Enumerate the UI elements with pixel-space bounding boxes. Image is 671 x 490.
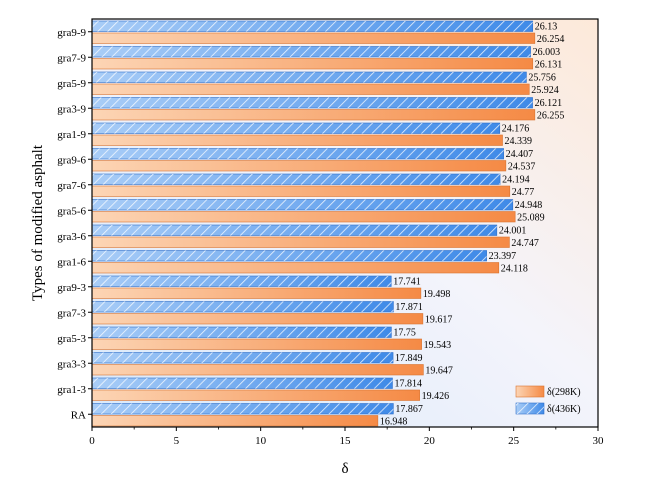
x-tick-label-20: 20 [424,435,436,447]
x-tick-label-10: 10 [255,435,267,447]
bar-298k-gra7-3 [91,313,424,325]
bar-436k-hatch-gra3-9 [92,97,533,108]
value-label-436k-gra9-9: 26.13 [535,22,558,33]
value-label-298k-gra3-6: 24.747 [511,238,539,249]
bar-298k-gra9-3 [91,287,422,299]
category-label-gra9-6: gra9-6 [57,154,86,166]
legend-swatch-436k-hatch [516,403,544,414]
value-label-436k-gra3-9: 26.121 [535,98,563,109]
bar-436k-hatch-gra1-9 [92,123,500,134]
bar-436k-hatch-gra1-3 [92,378,393,389]
category-label-gra7-9: gra7-9 [57,52,86,64]
category-label-gra5-6: gra5-6 [57,205,86,217]
legend-label-298k: δ(298K) [547,387,581,398]
value-label-436k-gra5-9: 25.756 [528,73,556,84]
value-label-298k-gra5-3: 19.543 [424,340,452,351]
category-label-RA: RA [71,409,86,421]
bar-436k-hatch-gra9-9 [92,21,533,32]
value-label-298k-gra9-9: 26.254 [537,34,565,45]
bar-436k-hatch-gra9-3 [92,276,392,287]
value-label-436k-gra7-3: 17.871 [395,302,423,313]
value-label-436k-gra1-6: 23.397 [489,251,517,262]
bars-layer [91,20,536,427]
bar-436k-hatch-gra7-6 [92,174,501,185]
bar-436k-hatch-gra7-9 [92,46,531,57]
value-label-298k-gra7-3: 19.617 [425,315,453,326]
bar-436k-hatch-gra5-6 [92,199,513,210]
bar-298k-gra7-6 [91,185,511,197]
bar-436k-hatch-gra9-6 [92,148,504,159]
value-label-298k-gra3-3: 19.647 [425,366,453,377]
x-tick-label-0: 0 [89,435,95,447]
x-axis-title: δ [341,461,348,477]
category-label-gra3-9: gra3-9 [57,103,86,115]
bar-298k-gra9-9 [91,32,536,44]
value-label-436k-gra5-3: 17.75 [393,328,416,339]
bar-298k-gra1-9 [91,134,503,146]
bar-298k-gra9-6 [91,160,507,172]
y-axis-title: Types of modified asphalt [30,144,46,301]
value-label-436k-RA: 17.867 [395,404,423,415]
x-tick-label-15: 15 [340,435,352,447]
value-label-436k-gra7-6: 24.194 [502,175,530,186]
category-label-gra7-3: gra7-3 [57,307,86,319]
value-label-298k-gra7-6: 24.77 [512,187,535,198]
category-label-gra1-9: gra1-9 [57,129,86,141]
bar-298k-gra5-9 [91,83,530,95]
value-label-436k-gra9-6: 24.407 [506,149,534,160]
value-label-298k-gra1-3: 19.426 [422,391,450,402]
value-label-298k-gra5-6: 25.089 [517,213,545,224]
value-label-436k-gra9-3: 17.741 [393,277,421,288]
axes-layer: RA gra1-3 gra3-3 gra5-3 gra7-3 gra9-3 gra1-6 gr… [57,18,605,447]
bar-436k-hatch-gra5-3 [92,327,392,338]
legend-swatch-298k [515,385,545,398]
value-label-436k-gra5-6: 24.948 [515,200,543,211]
value-label-436k-gra1-9: 24.176 [502,124,530,135]
bar-298k-gra7-9 [91,58,534,70]
bar-298k-gra1-3 [91,389,420,401]
bar-298k-gra3-3 [91,364,424,376]
value-label-298k-gra5-9: 25.924 [531,85,559,96]
category-label-gra7-6: gra7-6 [57,180,86,192]
x-tick-label-30: 30 [593,435,605,447]
x-tick-label-25: 25 [508,435,520,447]
value-label-298k-gra7-9: 26.131 [535,60,563,71]
value-label-298k-gra1-9: 24.339 [505,136,533,147]
category-label-gra5-9: gra5-9 [57,78,86,90]
bar-436k-hatch-gra5-9 [92,72,527,83]
bar-436k-hatch-gra7-3 [92,301,394,312]
bar-298k-gra5-3 [91,338,422,350]
value-label-436k-gra3-3: 17.849 [395,353,423,364]
value-label-298k-RA: 16.948 [380,417,408,428]
bar-436k-hatch-gra3-6 [92,225,497,236]
bar-298k-gra1-6 [91,262,500,274]
category-label-gra9-9: gra9-9 [57,27,86,39]
bar-298k-gra5-6 [91,211,516,223]
value-label-298k-gra9-6: 24.537 [508,162,536,173]
value-label-298k-gra3-9: 26.255 [537,111,565,122]
category-label-gra3-3: gra3-3 [57,358,86,370]
bar-436k-hatch-RA [92,403,394,414]
category-label-gra9-3: gra9-3 [57,282,86,294]
bar-298k-RA [91,415,379,427]
x-tick-label-5: 5 [174,435,180,447]
category-label-gra1-6: gra1-6 [57,256,86,268]
bar-436k-hatch-gra3-3 [92,352,394,363]
category-label-gra5-3: gra5-3 [57,333,86,345]
value-label-436k-gra3-6: 24.001 [499,226,527,237]
value-label-298k-gra9-3: 19.498 [423,289,451,300]
bar-436k-hatch-gra1-6 [92,250,487,261]
legend: δ(298K) δ(436K) [515,385,581,415]
value-label-298k-gra1-6: 24.118 [501,264,528,275]
category-label-gra1-3: gra1-3 [57,384,86,396]
value-label-436k-gra1-3: 17.814 [394,379,422,390]
category-label-gra3-6: gra3-6 [57,231,86,243]
bar-298k-gra3-6 [91,236,510,248]
value-label-436k-gra7-9: 26.003 [533,47,561,58]
legend-label-436k: δ(436K) [547,404,581,415]
bar-298k-gra3-9 [91,109,536,121]
